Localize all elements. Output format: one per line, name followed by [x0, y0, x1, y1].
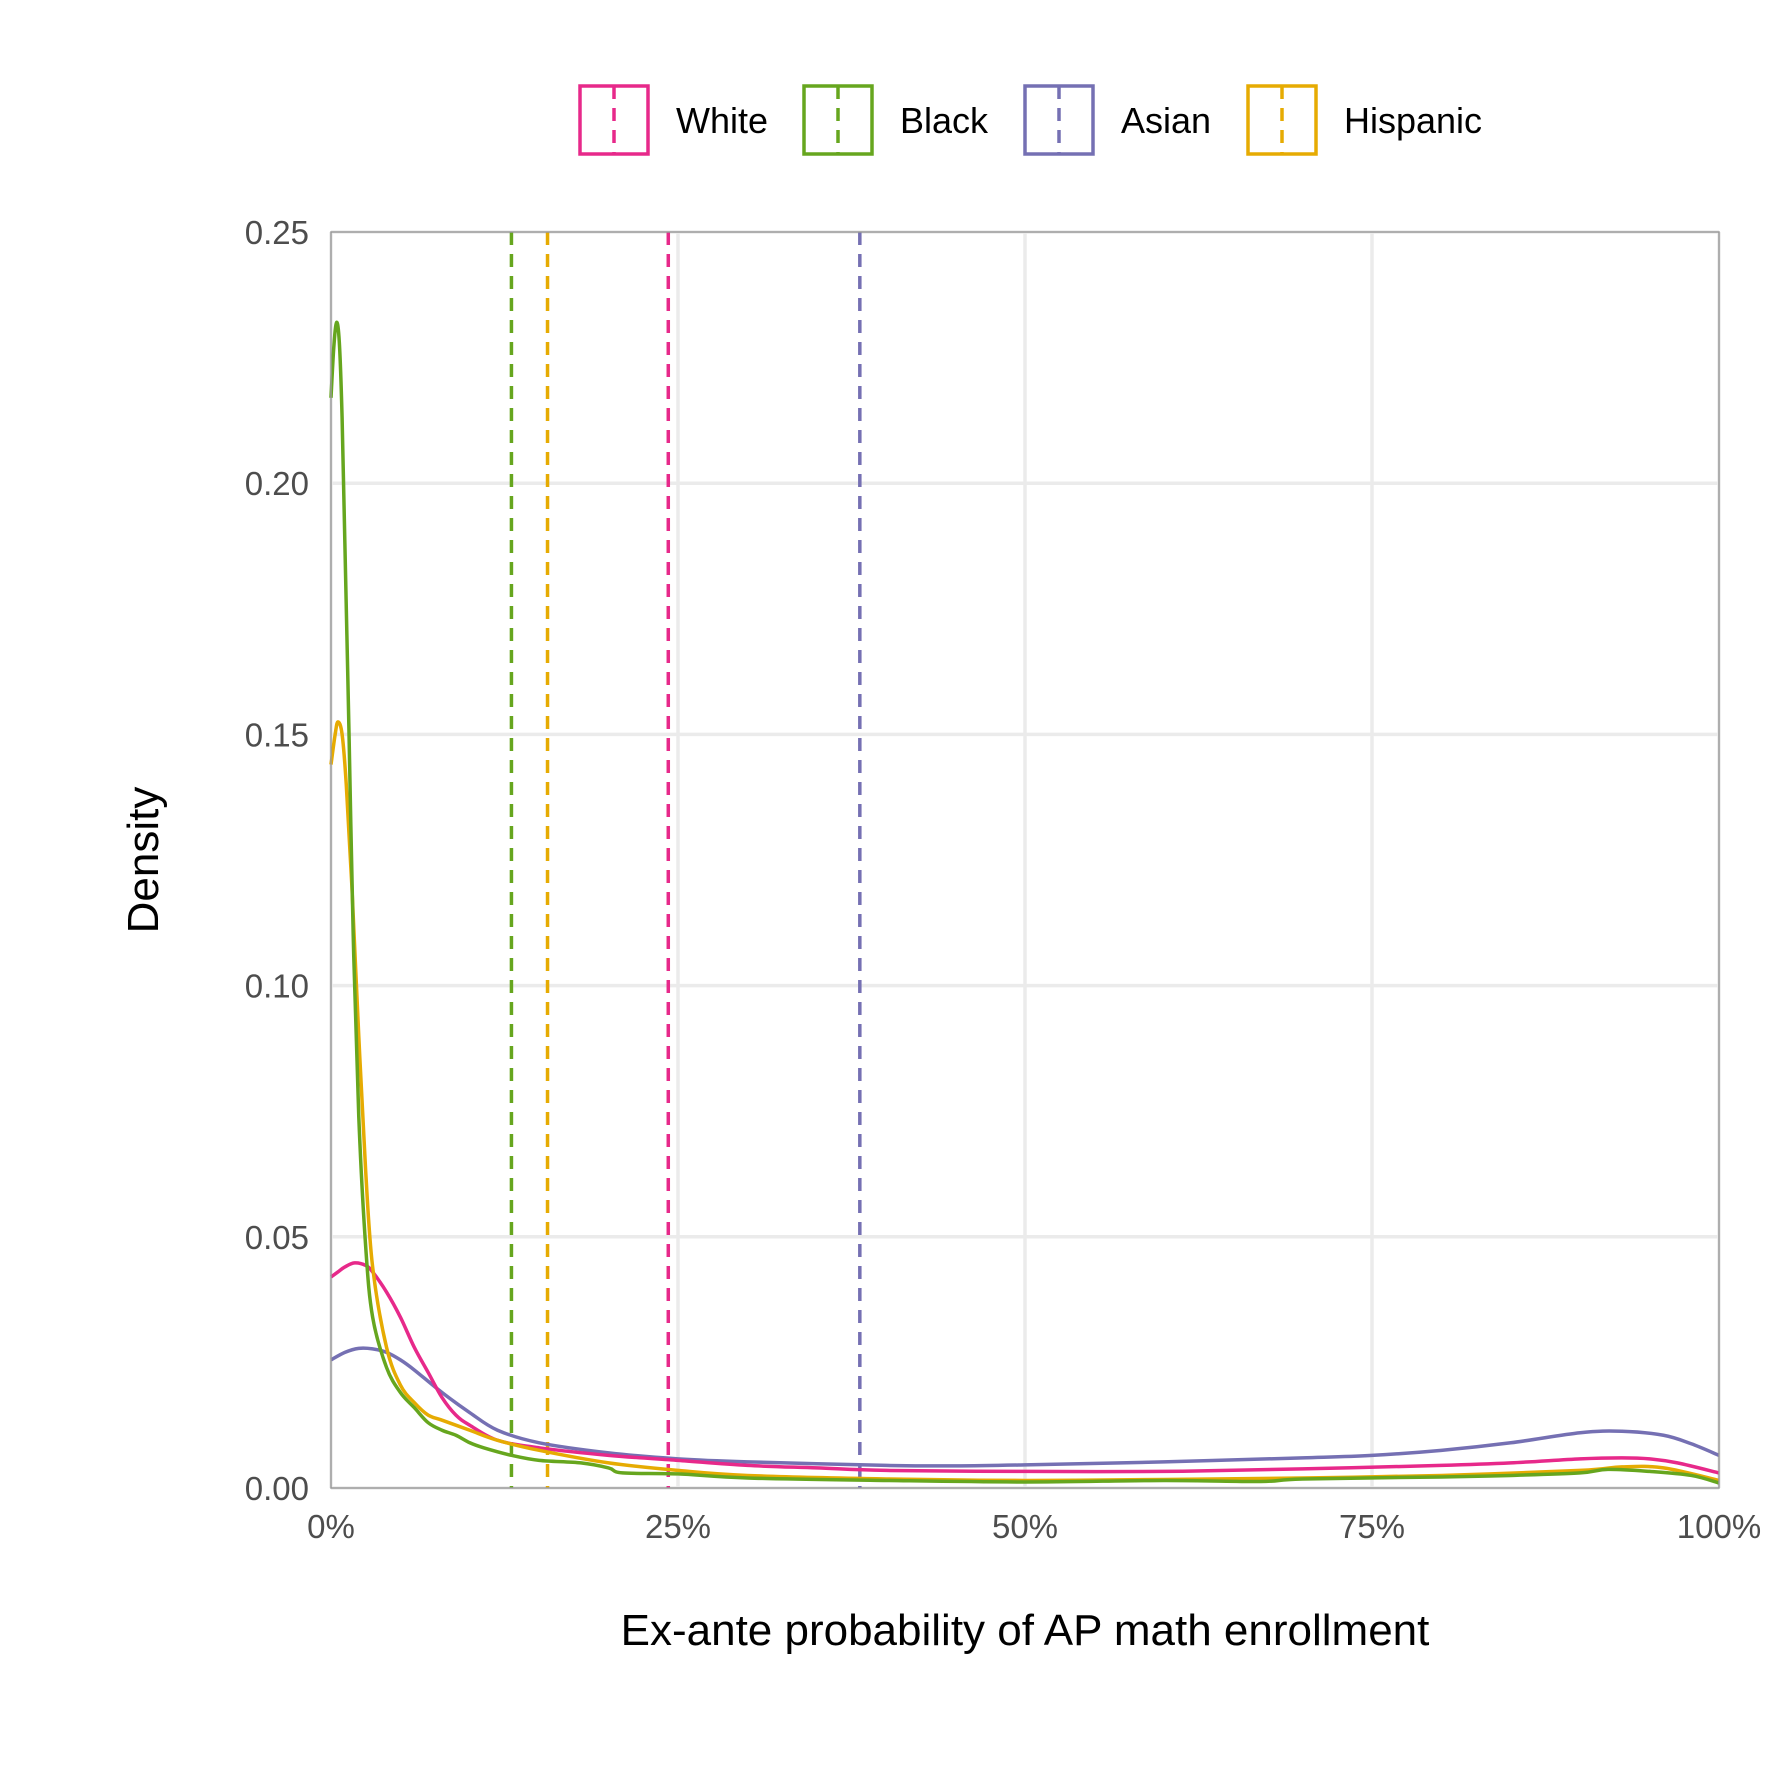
plot-border	[330, 231, 1720, 1489]
legend-label: Hispanic	[1344, 100, 1482, 141]
y-tick-label: 0.10	[245, 968, 309, 1005]
legend-item-black: Black	[802, 84, 989, 156]
legend: White Black Asian Hispanic	[578, 84, 1482, 156]
y-axis-ticks: 0.00 0.05 0.10 0.15 0.20 0.25	[245, 214, 309, 1507]
legend-item-white: White	[578, 84, 768, 156]
y-tick-label: 0.00	[245, 1470, 309, 1507]
legend-item-hispanic: Hispanic	[1246, 84, 1482, 156]
x-tick-label: 50%	[992, 1508, 1058, 1545]
mean-lines	[509, 232, 862, 1488]
legend-label: Black	[900, 100, 989, 141]
x-tick-label: 75%	[1339, 1508, 1405, 1545]
density-curve-asian	[330, 1346, 1720, 1468]
y-tick-label: 0.20	[245, 465, 309, 502]
x-axis-title: Ex-ante probability of AP math enrollmen…	[621, 1606, 1430, 1655]
y-axis-title: Density	[119, 787, 168, 934]
legend-label: White	[676, 100, 768, 141]
legend-label: Asian	[1121, 100, 1211, 141]
legend-item-asian: Asian	[1023, 84, 1211, 156]
x-tick-label: 25%	[645, 1508, 711, 1545]
density-curves	[329, 320, 1720, 1485]
y-tick-label: 0.15	[245, 716, 309, 753]
y-tick-label: 0.05	[245, 1219, 309, 1256]
x-tick-label: 100%	[1677, 1508, 1761, 1545]
x-axis-ticks: 0% 25% 50% 75% 100%	[307, 1508, 1761, 1545]
density-curve-black	[329, 320, 1720, 1485]
x-tick-label: 0%	[307, 1508, 355, 1545]
y-tick-label: 0.25	[245, 214, 309, 251]
